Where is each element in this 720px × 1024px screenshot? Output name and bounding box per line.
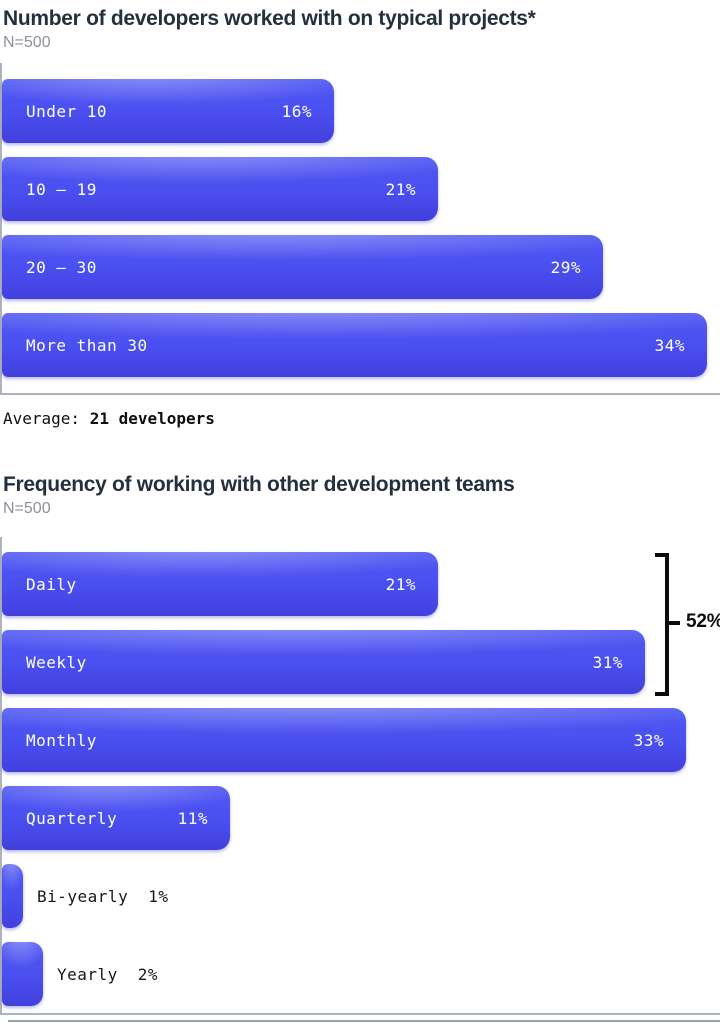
bar-row: 20 – 30 29% <box>2 235 720 299</box>
bar-percent: 34% <box>654 335 685 355</box>
bar-percent: 29% <box>550 257 581 277</box>
sample-size-label: N=500 <box>3 500 51 517</box>
bar: Weekly 31% <box>2 630 645 694</box>
bar-label: Bi-yearly <box>37 886 129 906</box>
bar <box>2 942 43 1006</box>
bracket-label: 52% <box>686 611 720 632</box>
bar-label: Monthly <box>26 730 97 750</box>
bar-plot-developers: Under 10 16% 10 – 19 21% 20 – 30 29% Mor… <box>0 63 720 395</box>
bar-label: 20 – 30 <box>26 257 97 277</box>
bar-row: Bi-yearly 1% <box>2 864 720 928</box>
bar-row: Quarterly 11% <box>2 786 720 850</box>
average-annotation: Average: 21 developers <box>0 409 720 428</box>
bar-percent: 31% <box>592 652 623 672</box>
bar: Daily 21% <box>2 552 438 616</box>
bar-percent: 16% <box>281 101 312 121</box>
bar-percent: 1% <box>148 886 169 906</box>
bar-row: Under 10 16% <box>2 79 720 143</box>
chart-title: Number of developers worked with on typi… <box>3 7 536 30</box>
bar-label: Weekly <box>26 652 87 672</box>
chart-section-frequency: Frequency of working with other developm… <box>0 466 720 1015</box>
bar-label: Daily <box>26 574 77 594</box>
bar-percent: 21% <box>385 179 416 199</box>
bar-row: 10 – 19 21% <box>2 157 720 221</box>
bracket <box>655 553 669 696</box>
bar: Under 10 16% <box>2 79 334 143</box>
bar-row: Weekly 31% <box>2 630 720 694</box>
bar-row: Yearly 2% <box>2 942 720 1006</box>
bar-label: Quarterly <box>26 808 118 828</box>
bar: Quarterly 11% <box>2 786 230 850</box>
bar: Monthly 33% <box>2 708 686 772</box>
bar: 20 – 30 29% <box>2 235 603 299</box>
bar-label: Under 10 <box>26 101 108 121</box>
bar-percent: 11% <box>177 808 208 828</box>
chart-title: Frequency of working with other developm… <box>3 473 515 496</box>
bottom-divider <box>8 1020 720 1022</box>
bracket-tick <box>669 621 680 625</box>
bar: More than 30 34% <box>2 313 707 377</box>
bar <box>2 864 23 928</box>
bar-label: Yearly <box>57 964 118 984</box>
bar-row: More than 30 34% <box>2 313 720 377</box>
bar-label: More than 30 <box>26 335 148 355</box>
bar-row: Monthly 33% <box>2 708 720 772</box>
bar-percent: 33% <box>633 730 664 750</box>
bar: 10 – 19 21% <box>2 157 438 221</box>
average-prefix: Average: <box>3 409 90 428</box>
bar-plot-frequency: Daily 21% Weekly 31% Monthly 33% Quarter… <box>0 537 720 1015</box>
sample-size-label: N=500 <box>3 34 51 51</box>
bar-percent: 21% <box>385 574 416 594</box>
bar-row: Daily 21% <box>2 552 720 616</box>
average-value: 21 developers <box>89 409 215 428</box>
bar-label: 10 – 19 <box>26 179 97 199</box>
chart-section-developers: Number of developers worked with on typi… <box>0 0 720 428</box>
bar-percent: 2% <box>137 964 159 984</box>
